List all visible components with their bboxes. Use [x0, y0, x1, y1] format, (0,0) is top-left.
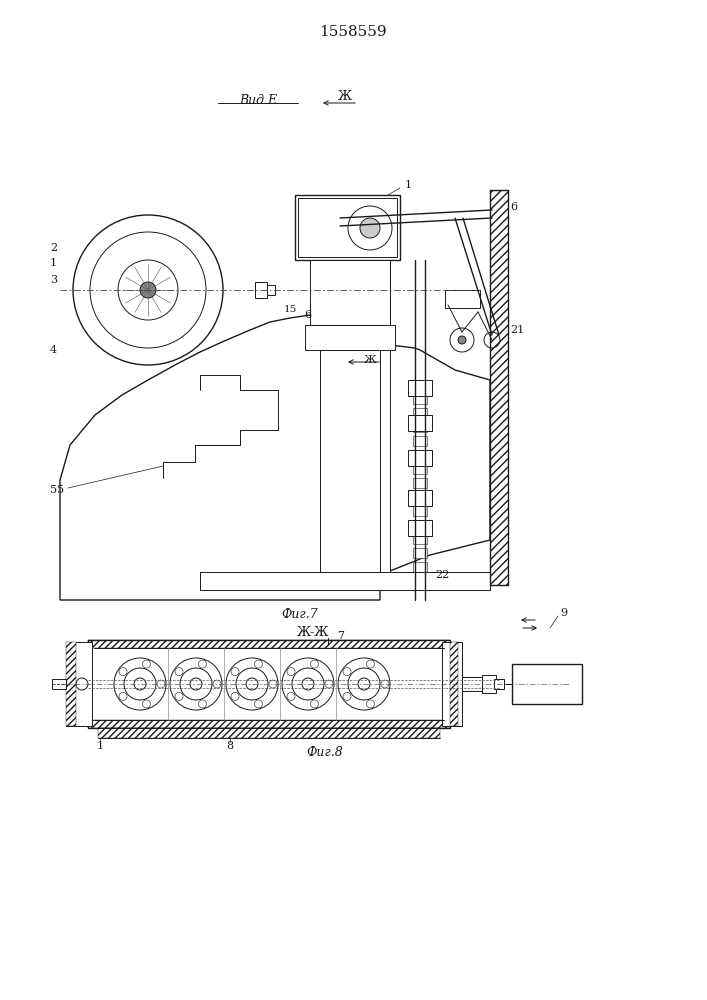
- Text: Вид Е: Вид Е: [239, 94, 277, 106]
- Bar: [52, 679, 66, 689]
- Bar: [295, 195, 400, 260]
- Bar: [413, 436, 427, 446]
- Bar: [413, 394, 427, 404]
- Text: 6: 6: [510, 202, 517, 212]
- Text: 22: 22: [435, 570, 449, 580]
- Text: 3: 3: [50, 275, 57, 285]
- Bar: [267, 285, 275, 295]
- Bar: [494, 679, 504, 689]
- Bar: [88, 640, 450, 728]
- Bar: [482, 675, 496, 693]
- Bar: [413, 422, 427, 432]
- Text: Ж: Ж: [338, 91, 352, 104]
- Text: 4: 4: [50, 345, 57, 355]
- Bar: [66, 642, 92, 726]
- Bar: [408, 490, 432, 506]
- Bar: [88, 720, 450, 728]
- Text: 9: 9: [560, 608, 567, 618]
- Text: Ж: Ж: [363, 355, 376, 365]
- Text: 15: 15: [284, 306, 297, 314]
- Bar: [408, 380, 432, 396]
- Bar: [330, 260, 390, 580]
- Bar: [98, 728, 440, 738]
- Polygon shape: [60, 315, 490, 600]
- Bar: [413, 548, 427, 558]
- Bar: [445, 290, 480, 308]
- Text: Фиг.8: Фиг.8: [307, 746, 344, 758]
- Bar: [408, 520, 432, 536]
- Bar: [200, 572, 490, 590]
- Bar: [413, 534, 427, 544]
- Bar: [413, 380, 427, 390]
- Text: 2: 2: [50, 243, 57, 253]
- Bar: [320, 350, 380, 585]
- Text: 5: 5: [57, 485, 64, 495]
- Bar: [450, 642, 458, 726]
- Bar: [408, 415, 432, 431]
- Bar: [413, 576, 427, 586]
- Bar: [310, 260, 390, 325]
- Bar: [490, 190, 508, 585]
- Text: 6: 6: [305, 310, 312, 320]
- Text: 1558559: 1558559: [319, 25, 387, 39]
- Text: Фиг.7: Фиг.7: [281, 608, 318, 621]
- Bar: [413, 506, 427, 516]
- Text: 5: 5: [50, 485, 57, 495]
- Bar: [413, 520, 427, 530]
- Text: Ж-Ж: Ж-Ж: [297, 626, 329, 640]
- Bar: [88, 640, 450, 648]
- Text: 7: 7: [337, 631, 344, 641]
- Bar: [413, 478, 427, 488]
- Text: 1: 1: [96, 741, 103, 751]
- Bar: [413, 450, 427, 460]
- Circle shape: [118, 260, 178, 320]
- Bar: [305, 325, 395, 350]
- Bar: [408, 450, 432, 466]
- Text: 8: 8: [226, 741, 233, 751]
- Text: 21: 21: [510, 325, 525, 335]
- Bar: [413, 408, 427, 418]
- Bar: [66, 642, 76, 726]
- Circle shape: [458, 336, 466, 344]
- Bar: [413, 464, 427, 474]
- Text: 1: 1: [405, 180, 412, 190]
- Bar: [298, 198, 397, 257]
- Bar: [442, 642, 462, 726]
- Bar: [255, 282, 267, 298]
- Circle shape: [140, 282, 156, 298]
- Bar: [462, 677, 484, 691]
- Bar: [413, 562, 427, 572]
- Bar: [512, 664, 582, 704]
- Text: 1: 1: [50, 258, 57, 268]
- Circle shape: [360, 218, 380, 238]
- Bar: [413, 492, 427, 502]
